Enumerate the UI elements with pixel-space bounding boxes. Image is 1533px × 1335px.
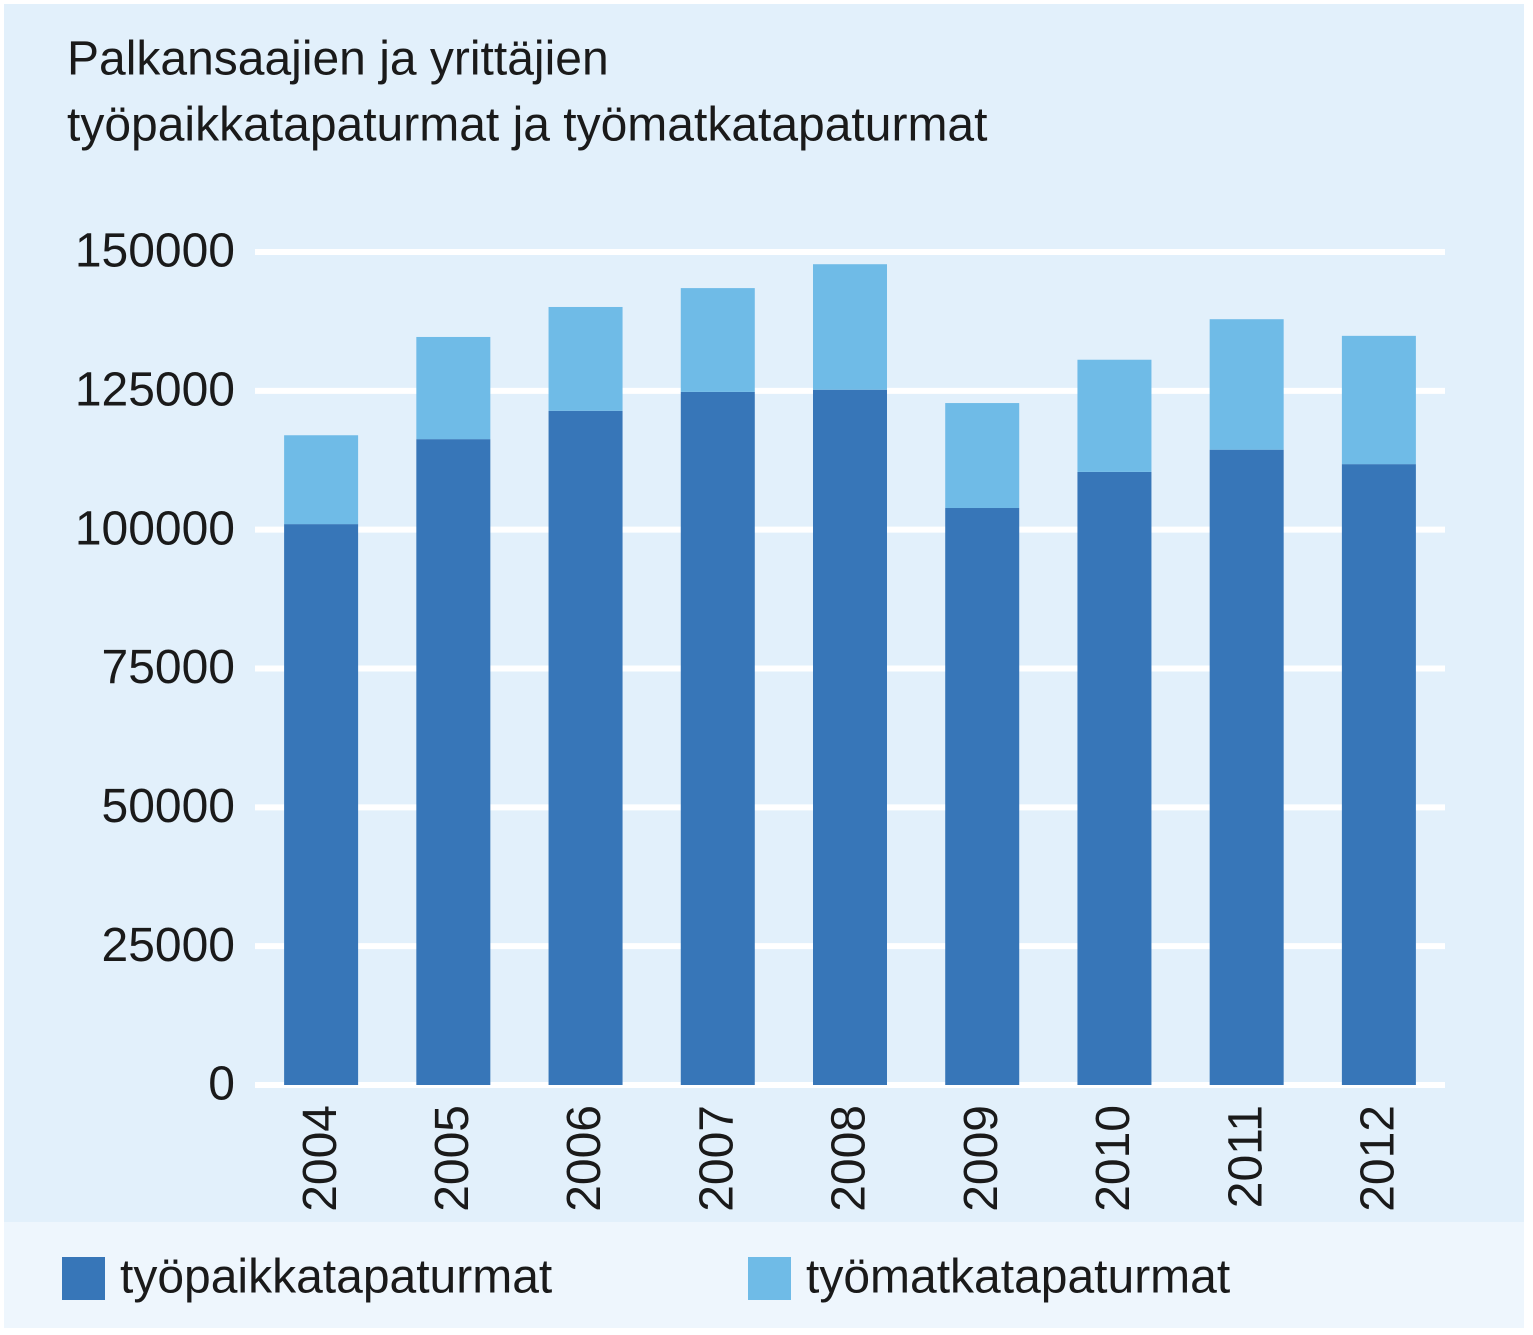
chart-background <box>4 4 1524 1222</box>
chart-title: Palkansaajien ja yrittäjien <box>67 33 609 86</box>
bar-segment <box>680 288 755 392</box>
chart-title: työpaikkatapaturmat ja työmatkatapaturma… <box>67 99 987 152</box>
legend-swatch <box>748 1257 791 1300</box>
bar-segment <box>1209 319 1284 450</box>
x-tick-label: 2009 <box>955 1105 1008 1212</box>
legend-swatch <box>62 1257 105 1300</box>
bar-segment <box>548 306 623 411</box>
y-tick-label: 125000 <box>75 364 235 417</box>
x-tick-label: 2012 <box>1352 1105 1405 1212</box>
bar-segment <box>680 391 755 1086</box>
x-tick-label: 2005 <box>426 1105 479 1212</box>
bar-segment <box>548 410 623 1086</box>
x-tick-label: 2007 <box>690 1105 743 1212</box>
x-tick-label: 2004 <box>294 1105 347 1212</box>
bar-segment <box>284 435 359 525</box>
x-tick-label: 2011 <box>1219 1105 1272 1208</box>
bar-segment <box>1077 359 1152 472</box>
y-tick-label: 0 <box>208 1058 235 1111</box>
bar-segment <box>1341 335 1416 465</box>
bar-segment <box>1341 464 1416 1085</box>
y-tick-label: 100000 <box>75 502 235 555</box>
y-tick-label: 150000 <box>75 225 235 278</box>
y-tick-label: 50000 <box>102 780 235 833</box>
x-tick-label: 2006 <box>558 1105 611 1212</box>
bar-segment <box>1077 471 1152 1085</box>
bar-segment <box>416 439 491 1085</box>
x-tick-label: 2010 <box>1087 1105 1140 1212</box>
y-tick-label: 25000 <box>102 919 235 972</box>
bar-segment <box>284 524 359 1085</box>
bar-segment <box>416 336 491 440</box>
legend-label: työpaikkatapaturmat <box>120 1251 552 1304</box>
x-tick-label: 2008 <box>823 1105 876 1212</box>
legend-label: työmatkatapaturmat <box>806 1251 1230 1304</box>
bar-segment <box>1209 449 1284 1085</box>
y-tick-label: 75000 <box>102 641 235 694</box>
bar-segment <box>945 403 1020 509</box>
bar-segment <box>945 508 1020 1085</box>
bar-segment <box>813 264 887 390</box>
bar-segment <box>813 389 887 1085</box>
